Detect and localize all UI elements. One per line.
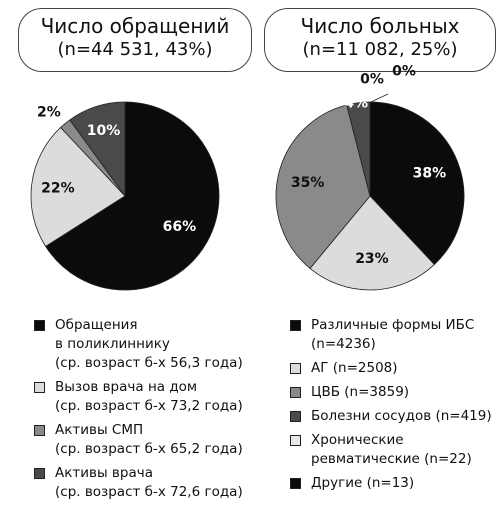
legend-left: Обращения в поликлиннику (ср. возраст б-… <box>34 316 258 507</box>
pie-slice-1-0 <box>369 101 465 266</box>
legend-item: ЦВБ (n=3859) <box>290 383 502 402</box>
pie-slice-label-0-3: 10% <box>87 123 121 139</box>
legend-swatch <box>34 425 45 436</box>
chart-title-box-left: Число обращений (n=44 531, 43%) <box>18 8 252 72</box>
legend-swatch <box>290 320 301 331</box>
legend-label: Болезни сосудов (n=419) <box>311 408 492 424</box>
pie-slice-label-1-5: 0% <box>392 64 416 80</box>
chart-title-right: Число больных <box>300 14 460 38</box>
pie-slice-label-0-0: 66% <box>163 219 197 235</box>
chart-subtitle-right: (n=11 082, 25%) <box>302 39 458 60</box>
legend-label: Вызов врача на дом (ср. возраст б-х 73,2… <box>55 379 243 414</box>
pie-slice-label-1-4: 0% <box>360 72 384 88</box>
pie-slice-label-1-2: 35% <box>291 175 325 191</box>
legend-label: ЦВБ (n=3859) <box>311 384 410 400</box>
legend-label: Активы врача (ср. возраст б-х 72,6 года) <box>55 465 243 500</box>
legend-item: Болезни сосудов (n=419) <box>290 407 502 426</box>
legend-right: Различные формы ИБС (n=4236) АГ (n=2508) Ц… <box>290 316 502 498</box>
legend-swatch <box>290 435 301 446</box>
legend-item: Хронические ревматические (n=22) <box>290 431 502 469</box>
legend-swatch <box>290 411 301 422</box>
legend-item: Другие (n=13) <box>290 474 502 493</box>
chart-subtitle-left: (n=44 531, 43%) <box>57 39 213 60</box>
legend-swatch <box>290 478 301 489</box>
chart-title-left: Число обращений <box>40 14 230 38</box>
legend-swatch <box>34 468 45 479</box>
pie-slice-0-1 <box>30 126 126 247</box>
legend-item: АГ (n=2508) <box>290 359 502 378</box>
legend-swatch <box>34 382 45 393</box>
legend-swatch <box>290 387 301 398</box>
pie-slice-1-1 <box>309 195 435 291</box>
legend-label: Различные формы ИБС (n=4236) <box>311 317 475 352</box>
legend-swatch <box>34 320 45 331</box>
pie-slice-label-1-0: 38% <box>413 165 447 181</box>
legend-item: Активы врача (ср. возраст б-х 72,6 года) <box>34 464 258 502</box>
legend-item: Обращения в поликлиннику (ср. возраст б-… <box>34 316 258 373</box>
legend-label: Обращения в поликлиннику (ср. возраст б-… <box>55 317 243 371</box>
legend-item: Вызов врача на дом (ср. возраст б-х 73,2… <box>34 378 258 416</box>
legend-label: Другие (n=13) <box>311 475 415 491</box>
pie-slice-0-3 <box>69 101 126 198</box>
pie-slice-1-2 <box>275 104 371 269</box>
legend-item: Активы СМП (ср. возраст б-х 65,2 года) <box>34 421 258 459</box>
pie-slice-label-1-1: 23% <box>355 251 389 267</box>
pie-slice-0-0 <box>45 101 220 291</box>
legend-label: АГ (n=2508) <box>311 360 398 376</box>
legend-label: Хронические ревматические (n=22) <box>311 432 472 467</box>
legend-item: Различные формы ИБС (n=4236) <box>290 316 502 354</box>
pie-slice-label-0-2: 2% <box>37 104 61 120</box>
pie-slice-1-3 <box>346 101 371 197</box>
chart-title-box-right: Число больных (n=11 082, 25%) <box>264 8 496 72</box>
leader-line <box>370 93 389 103</box>
pie-slice-label-0-1: 22% <box>41 181 75 197</box>
legend-swatch <box>290 363 301 374</box>
legend-label: Активы СМП (ср. возраст б-х 65,2 года) <box>55 422 243 457</box>
pie-slice-label-1-3: 4% <box>344 96 368 112</box>
